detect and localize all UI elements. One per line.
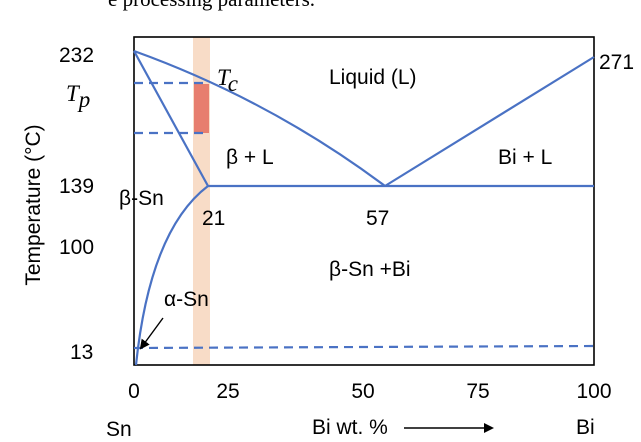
eutectic-composition-label: 57 (366, 207, 389, 230)
allotropic-dashed-line (133, 344, 595, 350)
x-tick-25: 25 (216, 380, 239, 403)
x-tick-75: 75 (466, 380, 489, 403)
tp-label: Tp (66, 81, 90, 112)
x-tick-100: 100 (576, 380, 611, 403)
caption-fragment: e processing parameters. (108, 0, 315, 12)
alpha-sn-region-label: α-Sn (164, 288, 209, 311)
liquid-region-label: Liquid (L) (329, 66, 417, 89)
y-tick-232: 232 (59, 44, 94, 67)
beta-sn-region-label: β-Sn (119, 187, 164, 210)
beta-l-region-label: β + L (226, 146, 274, 169)
plot-frame (133, 36, 595, 366)
bi-melting-point-label: 271 (599, 51, 634, 74)
solidus-sn (133, 50, 209, 187)
alpha-sn-pointer-arrow (139, 317, 164, 350)
liquidus-sn-side (133, 49, 386, 187)
processing-window (194, 84, 209, 133)
solvus (134, 185, 209, 366)
x-axis-label: Bi wt. % (312, 416, 388, 439)
x-tick-50: 50 (351, 380, 374, 403)
liquidus-bi-side (384, 56, 595, 187)
left-component-label: Sn (106, 418, 132, 441)
beta-sn-bi-region-label: β-Sn +Bi (329, 258, 411, 281)
bi-l-region-label: Bi + L (498, 146, 552, 169)
right-component-label: Bi (576, 416, 595, 439)
tc-label: Tc (217, 65, 238, 96)
x-tick-0: 0 (128, 380, 140, 403)
y-tick-139: 139 (59, 175, 94, 198)
solubility-limit-label: 21 (202, 207, 225, 230)
y-tick-100: 100 (59, 236, 94, 259)
y-tick-13: 13 (70, 341, 93, 364)
y-axis-label: Temperature (°C) (22, 124, 45, 285)
